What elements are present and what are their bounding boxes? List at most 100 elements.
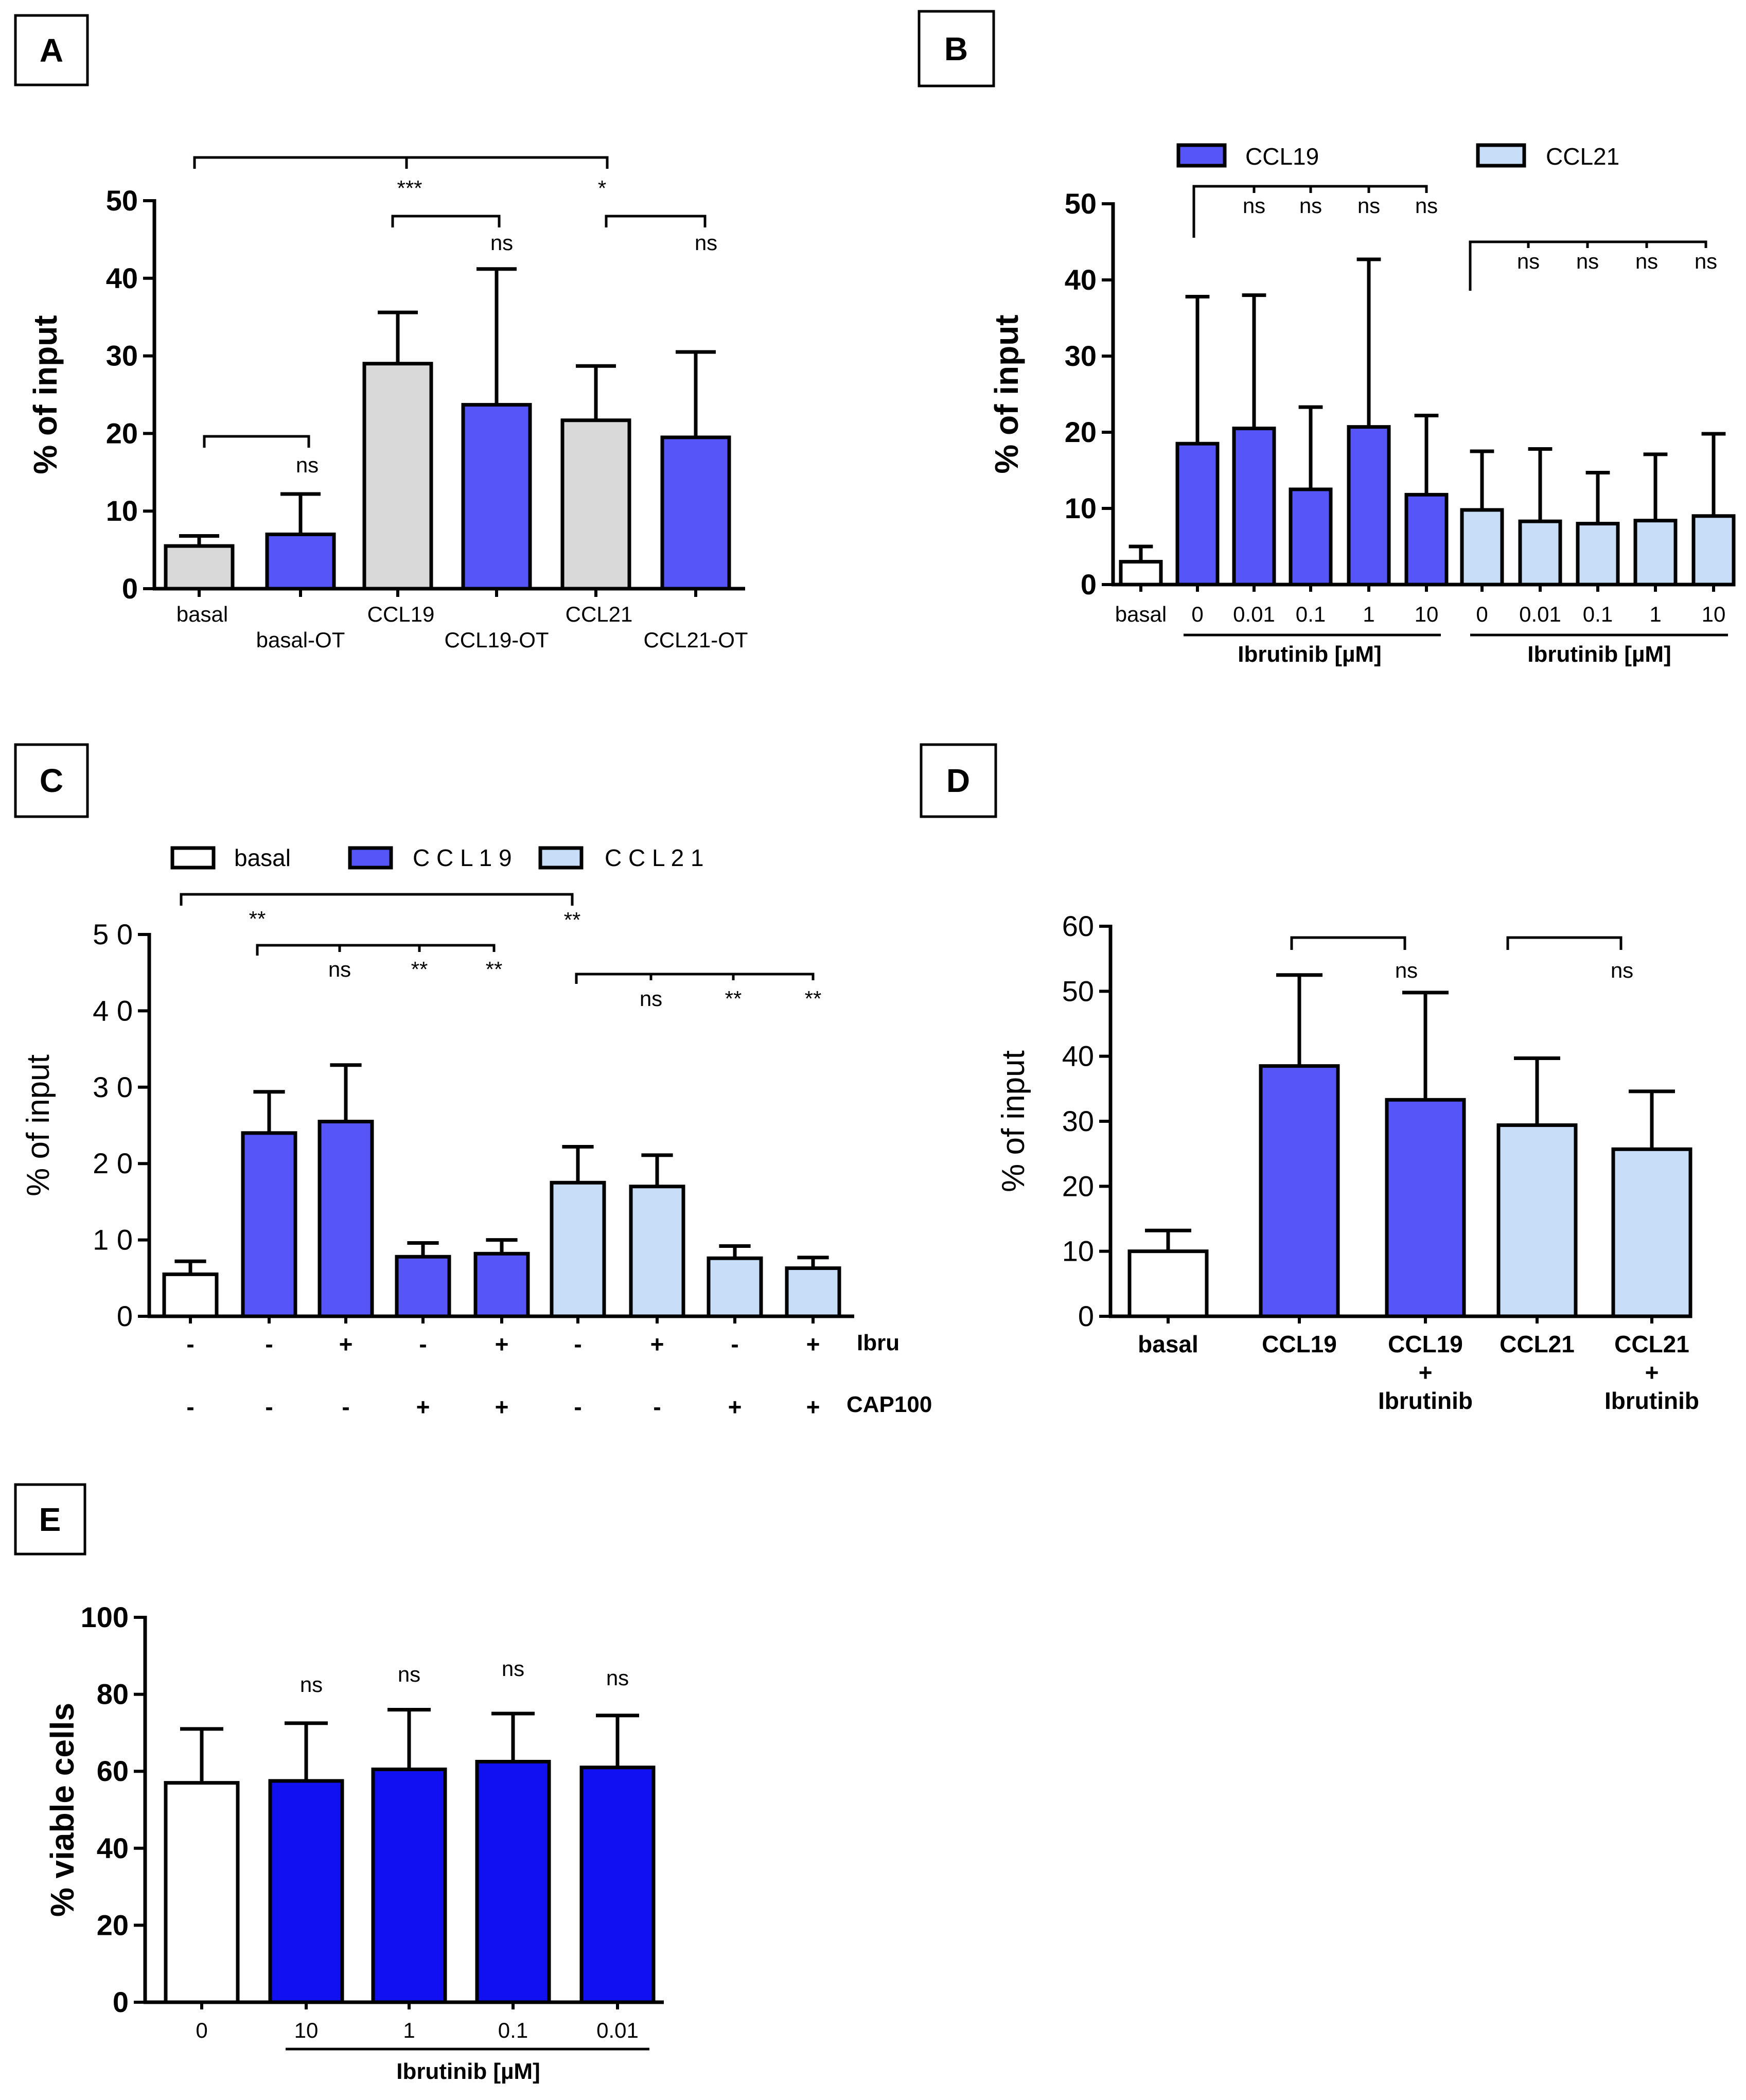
bar	[1119, 560, 1163, 587]
svg-text:D: D	[946, 762, 970, 799]
bar	[707, 1256, 763, 1318]
bar	[629, 1185, 685, 1318]
bar	[785, 1266, 841, 1318]
significance-label: ns	[1635, 249, 1658, 273]
chart-a: 0 10 20 30 40 50 % of input basal basal-OT CCL19 C…	[27, 156, 748, 652]
significance-label: ns	[300, 1672, 323, 1697]
y-tick-label: 3 0	[93, 1071, 133, 1103]
bar	[164, 544, 235, 591]
y-tick-label: 0	[113, 1986, 129, 2018]
cap100-sign: +	[495, 1393, 509, 1420]
svg-text:E: E	[39, 1501, 61, 1538]
bar	[475, 1760, 551, 2004]
significance-label: **	[805, 986, 822, 1011]
significance-label: ns	[606, 1666, 629, 1690]
significance-bracket	[1506, 936, 1622, 950]
bar	[1691, 514, 1736, 587]
panel-label-e: E	[14, 1483, 86, 1556]
significance-bracket	[203, 435, 310, 448]
significance-label: ns	[640, 986, 662, 1011]
legend-swatch	[170, 846, 216, 870]
group-label: Ibrutinib [µM]	[1527, 642, 1671, 667]
x-tick-label: 0.1	[1583, 602, 1613, 626]
significance-bracket	[391, 215, 501, 227]
x-tick-label: +	[1645, 1359, 1659, 1386]
x-tick-label: 0.01	[1519, 602, 1561, 626]
y-tick-label: 40	[1062, 1040, 1094, 1072]
ibru-sign: +	[650, 1331, 664, 1357]
x-tick-label: 10	[294, 2018, 319, 2042]
x-tick-label: 0.01	[1233, 602, 1275, 626]
x-tick-label: 1	[403, 2018, 415, 2042]
x-tick-label: 0.1	[1296, 602, 1326, 626]
legend-label: CCL21	[1546, 143, 1619, 170]
ibru-sign: -	[731, 1331, 738, 1357]
x-tick-label: 1	[1363, 602, 1374, 626]
significance-bracket	[575, 973, 815, 984]
bar	[1347, 425, 1391, 587]
bar	[241, 1131, 297, 1318]
significance-label: ns	[328, 957, 351, 981]
cap100-sign: -	[186, 1393, 194, 1420]
y-tick-label: 40	[97, 1832, 129, 1864]
ibru-sign: -	[419, 1331, 427, 1357]
x-tick-label: CCL19	[367, 602, 435, 626]
significance-label: ns	[1611, 958, 1633, 982]
x-tick-label: CCL21	[1614, 1331, 1689, 1357]
y-tick-label: 100	[81, 1601, 129, 1633]
bar	[268, 1779, 344, 2004]
x-tick-label: basal-OT	[256, 628, 345, 652]
ibru-sign: -	[186, 1331, 194, 1357]
cap100-sign: -	[342, 1393, 349, 1420]
y-axis-label: % of input	[996, 1050, 1031, 1192]
significance-label: **	[249, 907, 266, 931]
significance-bracket	[180, 893, 574, 906]
y-tick-label: 50	[1062, 975, 1094, 1007]
svg-text:A: A	[40, 32, 63, 69]
ibru-sign: +	[495, 1331, 509, 1357]
legend-label: CCL19	[1245, 143, 1319, 170]
x-tick-label: Ibrutinib	[1604, 1387, 1699, 1414]
x-tick-label: CCL19	[1262, 1331, 1337, 1357]
panel-label-a: A	[14, 14, 89, 86]
y-tick-label: 5 0	[93, 918, 133, 950]
significance-bracket	[193, 156, 609, 169]
x-tick-label: 0	[1191, 602, 1203, 626]
group-label: Ibrutinib [µM]	[1238, 642, 1382, 667]
y-tick-label: 50	[1065, 187, 1097, 220]
y-axis-label: % of input	[27, 315, 64, 474]
significance-label: ns	[398, 1662, 420, 1686]
ibru-sign: +	[806, 1331, 820, 1357]
y-tick-label: 20	[106, 417, 138, 449]
significance-label: **	[486, 957, 503, 981]
significance-label: ns	[490, 231, 513, 255]
cap100-sign: -	[653, 1393, 661, 1420]
y-axis-label: % of input	[988, 314, 1025, 473]
group-label: Ibrutinib [µM]	[396, 2059, 540, 2084]
cap100-sign: +	[728, 1393, 742, 1420]
y-axis-label: % of input	[21, 1054, 56, 1196]
bar	[1385, 1098, 1466, 1318]
y-tick-label: 0	[1081, 568, 1097, 601]
y-tick-label: 40	[1065, 263, 1097, 296]
x-tick-label: 0.01	[596, 2018, 639, 2042]
svg-text:B: B	[944, 30, 968, 67]
panel-label-b: B	[918, 10, 995, 87]
y-tick-label: 30	[1065, 340, 1097, 372]
significance-label: **	[725, 986, 742, 1011]
y-tick-label: 0	[117, 1300, 133, 1332]
bar	[579, 1766, 656, 2004]
svg-text:C: C	[40, 762, 63, 799]
y-tick-label: 30	[1062, 1105, 1094, 1137]
bar	[560, 418, 631, 591]
y-tick-label: 50	[106, 184, 138, 217]
x-tick-label: 0	[1476, 602, 1488, 626]
x-tick-label: 0.1	[498, 2018, 528, 2042]
bar	[1611, 1147, 1692, 1318]
x-tick-label: CCL21	[566, 602, 633, 626]
y-tick-label: 80	[97, 1678, 129, 1710]
legend-swatch	[1476, 143, 1526, 168]
y-tick-label: 20	[1065, 416, 1097, 448]
row-label: CAP100	[846, 1392, 932, 1417]
y-tick-label: 2 0	[93, 1147, 133, 1179]
